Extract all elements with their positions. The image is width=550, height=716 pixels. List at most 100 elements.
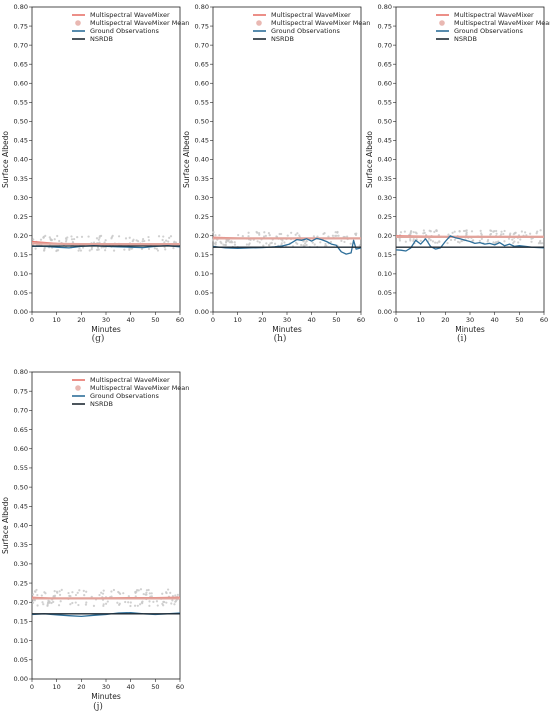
prediction-point [429, 238, 432, 242]
series-line-ground-observations [212, 237, 362, 255]
prediction-point [313, 243, 316, 246]
prediction-point [541, 242, 544, 245]
prediction-point [55, 590, 59, 593]
prediction-point [31, 601, 35, 604]
prediction-point [460, 239, 463, 243]
prediction-point [319, 241, 322, 244]
prediction-point [111, 234, 114, 238]
prediction-point [76, 591, 79, 594]
prediction-point [258, 233, 261, 236]
y-tick-label: 0.75 [14, 22, 28, 30]
y-tick-label: 0.05 [14, 289, 28, 297]
prediction-point [104, 239, 107, 242]
prediction-point [503, 229, 506, 233]
x-tick-label: 10 [53, 683, 61, 691]
prediction-point [304, 242, 307, 245]
prediction-point [286, 234, 289, 237]
legend-swatch-dot [75, 385, 81, 391]
prediction-point [145, 591, 148, 594]
prediction-point [458, 241, 461, 244]
prediction-point [69, 603, 72, 606]
prediction-point [514, 232, 517, 235]
y-tick-label: 0.25 [378, 213, 392, 221]
y-tick-label: 0.15 [14, 618, 28, 626]
prediction-point [530, 237, 533, 240]
prediction-point [148, 592, 151, 595]
prediction-point [502, 232, 505, 236]
prediction-point [58, 590, 61, 593]
prediction-point [245, 243, 248, 246]
prediction-point [32, 238, 35, 241]
prediction-point [71, 601, 74, 605]
prediction-point [60, 588, 63, 592]
prediction-point [43, 246, 46, 249]
prediction-point [429, 230, 432, 233]
prediction-point [118, 602, 121, 605]
prediction-point [480, 233, 483, 236]
prediction-point [431, 240, 435, 243]
prediction-point [228, 241, 231, 244]
prediction-point [519, 238, 522, 241]
legend-label: NSRDB [90, 35, 113, 43]
prediction-point [471, 239, 474, 242]
prediction-point [536, 230, 539, 233]
y-tick-label: 0.15 [195, 251, 209, 259]
prediction-point [337, 234, 340, 237]
prediction-point [41, 601, 44, 604]
y-tick-label: 0.80 [195, 3, 209, 11]
prediction-point [161, 238, 164, 242]
prediction-point [275, 235, 278, 238]
prediction-point [398, 237, 401, 240]
prediction-point [412, 238, 415, 241]
x-tick-label: 50 [151, 683, 159, 691]
legend-label: Multispectral WaveMixer Mean [271, 19, 370, 27]
prediction-point [50, 239, 53, 242]
y-tick-label: 0.25 [195, 213, 209, 221]
prediction-point [40, 594, 43, 597]
prediction-point [122, 592, 125, 595]
prediction-point [490, 229, 493, 232]
y-tick-label: 0.25 [14, 579, 28, 587]
prediction-point [335, 234, 338, 237]
legend-label: Multispectral WaveMixer [271, 11, 351, 19]
series-line-ground-observations [395, 235, 545, 252]
x-tick-label: 50 [151, 316, 159, 324]
prediction-point [139, 603, 142, 606]
prediction-point [269, 242, 272, 245]
prediction-point [233, 241, 236, 244]
y-tick-label: 0.55 [378, 99, 392, 107]
prediction-point [495, 229, 498, 233]
prediction-point [453, 238, 457, 241]
y-tick-label: 0.25 [14, 213, 28, 221]
y-tick-label: 0.65 [14, 60, 28, 68]
prediction-point [165, 239, 168, 242]
prediction-point [128, 247, 131, 250]
series-line-ground-observations [31, 611, 181, 618]
prediction-point [71, 591, 74, 594]
prediction-point [36, 593, 39, 597]
y-tick-label: 0.70 [14, 407, 28, 415]
x-axis-label: Minutes [91, 692, 121, 701]
prediction-point [118, 591, 121, 594]
prediction-point [220, 242, 223, 245]
prediction-point [157, 235, 161, 238]
prediction-point [412, 239, 415, 243]
prediction-point [36, 604, 39, 607]
y-tick-label: 0.00 [14, 308, 28, 316]
prediction-point [106, 600, 109, 603]
prediction-point [262, 244, 265, 247]
prediction-point [70, 238, 74, 241]
prediction-point [136, 604, 139, 607]
y-axis-label: Surface Albedo [1, 497, 10, 554]
y-tick-label: 0.60 [378, 79, 392, 87]
prediction-point [537, 242, 541, 245]
prediction-point [88, 249, 91, 252]
prediction-point [398, 239, 402, 242]
prediction-point [103, 241, 106, 244]
x-tick-label: 60 [176, 316, 184, 324]
y-tick-label: 0.40 [14, 522, 28, 530]
x-tick-label: 40 [308, 316, 316, 324]
x-tick-label: 20 [77, 683, 85, 691]
prediction-point [237, 233, 240, 237]
prediction-point [329, 240, 333, 244]
